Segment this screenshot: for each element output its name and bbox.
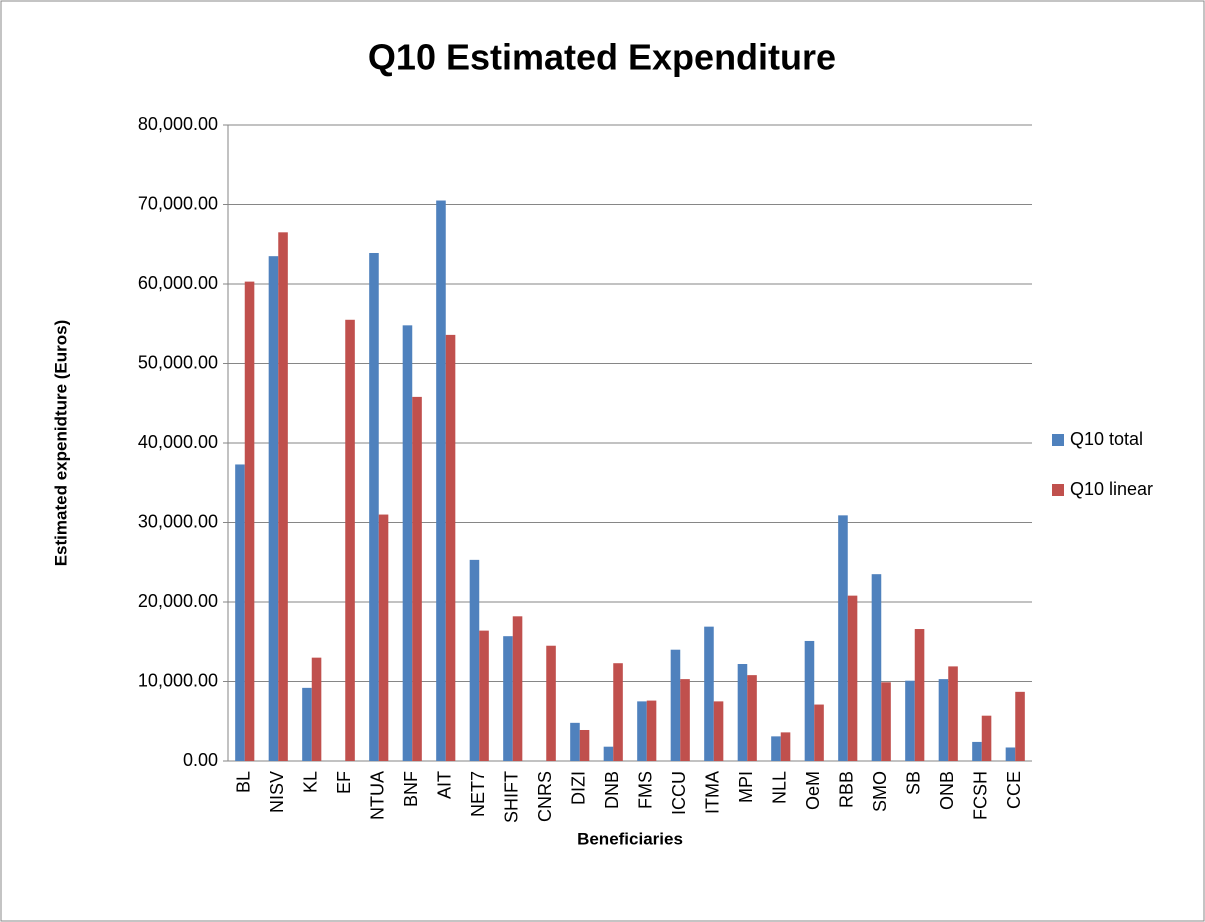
bar [838,515,848,761]
y-tick-label: 30,000.00 [138,511,218,531]
y-tick-label: 60,000.00 [138,273,218,293]
y-tick-label: 70,000.00 [138,193,218,213]
x-tick-label: SHIFT [502,771,522,823]
x-tick-label: NET7 [468,771,488,817]
x-tick-label: KL [301,771,321,793]
legend-label: Q10 total [1070,429,1143,449]
x-tick-label: ONB [937,771,957,810]
bar [570,722,580,761]
y-tick-label: 10,000.00 [138,670,218,690]
x-tick-label: FMS [636,771,656,809]
bar [469,559,480,761]
bar [1015,691,1025,761]
bar [780,732,791,761]
bar [881,682,891,761]
bar [747,675,757,761]
x-tick-label: NLL [770,771,790,804]
x-tick-label: BNF [401,771,421,807]
y-tick-label: 40,000.00 [138,432,218,452]
bar [972,741,982,761]
bar [914,629,925,761]
bar [646,700,657,761]
bar [546,645,556,761]
x-tick-label: FCSH [971,771,991,820]
bar [311,657,322,761]
bar [637,701,647,761]
legend-swatch [1052,484,1064,496]
bar [737,664,748,761]
bar [613,663,623,761]
y-tick-label: 80,000.00 [138,114,218,134]
bar [1005,747,1016,761]
bar [436,200,446,761]
y-tick-label: 50,000.00 [138,352,218,372]
bar [512,616,523,761]
bar [369,252,379,761]
bar [871,574,882,761]
x-tick-label: NISV [267,771,287,813]
bar [345,319,355,761]
y-axis-title: Estimated expenidture (Euros) [51,320,70,567]
bar [278,232,288,761]
x-tick-label: ICCU [669,771,689,815]
bar [814,704,824,761]
bar [804,640,815,761]
bar [905,680,915,761]
x-tick-label: AIT [435,771,455,799]
x-tick-label: BL [234,771,254,793]
x-tick-label: CCE [1004,771,1024,809]
legend-label: Q10 linear [1070,479,1153,499]
x-tick-label: DIZI [569,771,589,805]
bar [412,396,422,761]
bar [579,729,590,761]
bar [713,701,724,761]
x-tick-label: ITMA [703,771,723,814]
bar [244,281,255,761]
bar [603,746,614,761]
x-tick-label: MPI [736,771,756,803]
x-tick-label: SMO [870,771,890,812]
y-tick-label: 20,000.00 [138,591,218,611]
x-axis-title: Beneficiaries [577,829,683,848]
x-tick-label: NTUA [368,771,388,820]
legend-swatch [1052,434,1064,446]
bar [302,687,312,761]
bar [670,649,681,761]
x-tick-label: SB [904,771,924,795]
x-tick-label: EF [334,771,354,794]
bar [981,715,992,761]
bar [445,334,456,761]
y-tick-label: 0.00 [183,750,218,770]
bar [704,626,714,761]
x-tick-label: CNRS [535,771,555,822]
bar [938,679,949,761]
bar [847,595,858,761]
x-tick-label: RBB [837,771,857,808]
bar [402,325,413,761]
bar [268,256,279,761]
bar [479,630,489,761]
bar [771,736,781,761]
bar [680,679,690,761]
x-tick-label: DNB [602,771,622,809]
bar [948,666,958,761]
bar [235,464,245,761]
bar [378,514,389,761]
bar [503,636,513,761]
chart-title: Q10 Estimated Expenditure [368,37,836,78]
x-tick-label: OeM [803,771,823,810]
